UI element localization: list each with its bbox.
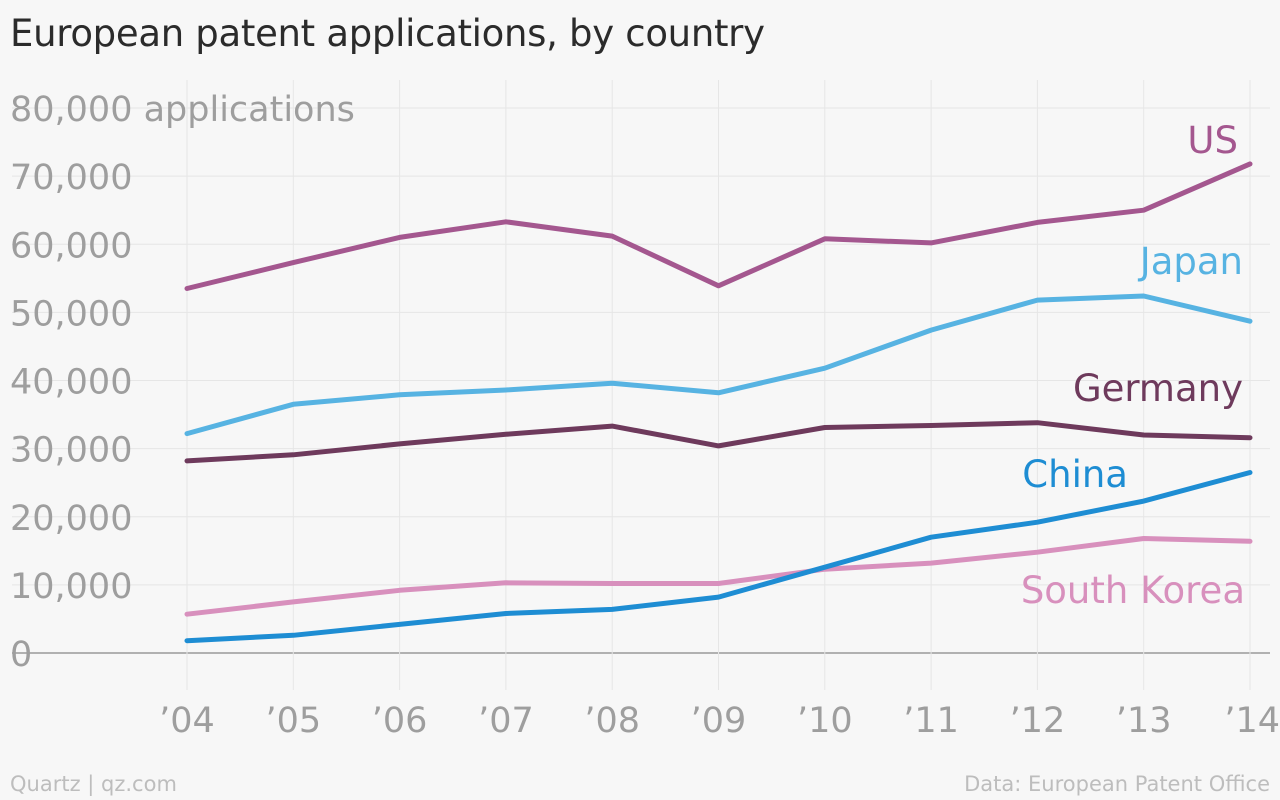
- series-line-south-korea: [184, 536, 1253, 617]
- y-tick-label: 10,000: [10, 567, 132, 607]
- series-line-china: [184, 470, 1253, 644]
- chart-title: European patent applications, by country: [10, 12, 765, 55]
- y-tick-label: 20,000: [10, 499, 132, 539]
- y-tick-label: 40,000: [10, 363, 132, 403]
- y-tick-label: 70,000: [10, 158, 132, 198]
- x-tick-label: ’06: [372, 701, 428, 741]
- x-tick-label: ’04: [159, 701, 215, 741]
- y-tick-label: 30,000: [10, 431, 132, 471]
- series-label-japan: Japan: [1138, 240, 1243, 283]
- y-tick-label: 50,000: [10, 294, 132, 334]
- x-tick-label: ’09: [691, 701, 747, 741]
- y-tick-label: 60,000: [10, 226, 132, 266]
- y-tick-labels: 0 10,000 20,000 30,000 40,000 50,000 60,000 70,…: [10, 90, 355, 675]
- x-tick-label: ’14: [1224, 701, 1280, 741]
- x-tick-label: ’11: [903, 701, 959, 741]
- series-labels: US Japan Germany China South Korea: [1021, 119, 1245, 612]
- series-line-us: [184, 161, 1253, 291]
- x-tick-label: ’08: [584, 701, 640, 741]
- series-label-china: China: [1022, 453, 1128, 496]
- source-text: Data: European Patent Office: [964, 772, 1270, 796]
- x-tick-label: ’07: [478, 701, 534, 741]
- x-tick-label: ’10: [797, 701, 853, 741]
- y-tick-label: 80,000 applications: [10, 90, 355, 130]
- x-tick-label: ’12: [1010, 701, 1066, 741]
- series-lines: [184, 161, 1253, 644]
- series-label-us: US: [1187, 119, 1238, 162]
- x-tick-label: ’05: [265, 701, 321, 741]
- series-line-japan: [184, 293, 1253, 437]
- x-tick-labels: ’04 ’05 ’06 ’07 ’08 ’09 ’10 ’11 ’12 ’13 ’14: [159, 701, 1280, 741]
- series-label-germany: Germany: [1073, 367, 1243, 410]
- series-label-south-korea: South Korea: [1021, 569, 1245, 612]
- x-tick-label: ’13: [1116, 701, 1172, 741]
- y-tick-label: 0: [10, 635, 32, 675]
- credit-text: Quartz | qz.com: [10, 772, 177, 796]
- series-line-germany: [184, 420, 1253, 464]
